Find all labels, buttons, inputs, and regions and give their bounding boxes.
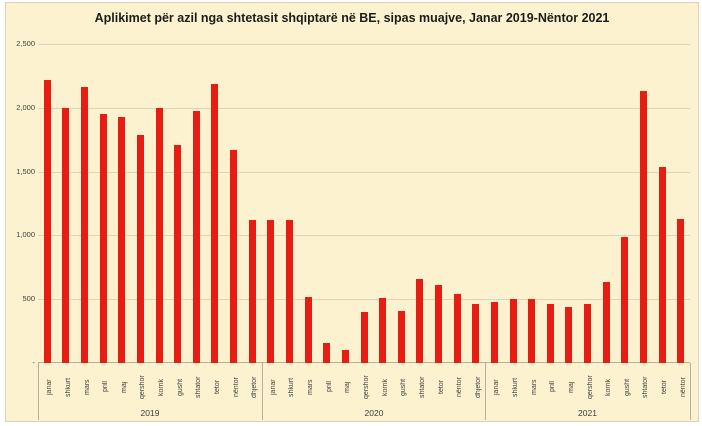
axis-separator — [262, 363, 263, 420]
y-tick-label: 500 — [22, 294, 35, 303]
x-tick-label: prill — [102, 381, 109, 393]
x-tick-label: maj — [568, 381, 575, 393]
axis-separator — [690, 363, 691, 420]
x-tick-label: shtator — [642, 376, 649, 398]
x-tick-label: tetor — [214, 380, 221, 395]
bar-dhjetor-2020 — [472, 304, 479, 363]
bar-shtator-2019 — [193, 111, 200, 363]
bar-prill-2021 — [547, 304, 554, 363]
bar-shkurt-2020 — [286, 220, 293, 363]
x-tick-label: shkurt — [65, 377, 72, 397]
x-tick-label: janar — [493, 379, 500, 395]
bar-dhjetor-2019 — [249, 220, 256, 363]
x-tick-label: mars — [531, 379, 538, 395]
x-tick-label: qershor — [587, 375, 594, 399]
x-tick-label: shtator — [419, 376, 426, 398]
x-tick-label: tetor — [661, 380, 668, 395]
bar-qershor-2019 — [137, 135, 144, 363]
x-tick-label: qershor — [363, 375, 370, 399]
bar-korrik-2020 — [379, 298, 386, 363]
bar-prill-2019 — [100, 114, 107, 363]
y-tick-label: 2,000 — [16, 103, 35, 112]
x-tick-label: prill — [326, 381, 333, 393]
gridline — [38, 108, 690, 109]
bar-chart: Aplikimet për azil nga shtetasit shqipta… — [5, 2, 699, 422]
gridline — [38, 172, 690, 173]
x-tick-label: qershor — [139, 375, 146, 399]
bar-gusht-2021 — [621, 237, 628, 363]
y-tick-label: 2,500 — [16, 39, 35, 48]
bar-janar-2019 — [44, 80, 51, 363]
bar-tetor-2020 — [435, 285, 442, 363]
year-label-2020: 2020 — [364, 408, 384, 418]
bar-gusht-2020 — [398, 311, 405, 363]
x-tick-label: gusht — [624, 378, 631, 396]
x-tick-label: prill — [549, 381, 556, 393]
x-tick-label: mars — [307, 379, 314, 395]
bar-mars-2019 — [81, 87, 88, 363]
bar-prill-2020 — [323, 343, 330, 363]
bar-maj-2021 — [565, 307, 572, 363]
y-tick-label: 1,500 — [16, 167, 35, 176]
x-tick-label: nëntor — [456, 377, 463, 397]
y-tick-label: - — [32, 358, 36, 367]
x-tick-label: maj — [121, 381, 128, 393]
x-tick-label: janar — [46, 379, 53, 395]
bar-gusht-2019 — [174, 145, 181, 363]
x-tick-label: korrik — [382, 378, 389, 396]
bar-shtator-2021 — [640, 91, 647, 363]
chart-title: Aplikimet për azil nga shtetasit shqipta… — [94, 11, 610, 25]
bar-janar-2020 — [267, 220, 274, 363]
x-tick-label: shkurt — [288, 377, 295, 397]
gridline — [38, 44, 690, 45]
year-label-2021: 2021 — [578, 408, 597, 418]
bar-nëntor-2021 — [677, 219, 684, 363]
bar-korrik-2021 — [603, 282, 610, 363]
bar-shkurt-2019 — [62, 108, 69, 363]
plot-area — [38, 44, 690, 363]
bar-shkurt-2021 — [510, 299, 517, 363]
x-tick-label: maj — [344, 381, 351, 393]
axis-separator — [485, 363, 486, 420]
bar-qershor-2020 — [361, 312, 368, 363]
x-tick-label: gusht — [177, 378, 184, 396]
month-axis: janar shkurt mars prill maj qershor korrik gush… — [38, 365, 690, 409]
bar-korrik-2019 — [156, 108, 163, 363]
bar-nëntor-2020 — [454, 294, 461, 363]
x-tick-label: korrik — [605, 378, 612, 396]
x-tick-label: korrik — [158, 378, 165, 396]
bar-maj-2020 — [342, 350, 349, 363]
bar-mars-2020 — [305, 297, 312, 363]
bar-shtator-2020 — [416, 279, 423, 363]
x-tick-label: tetor — [438, 380, 445, 395]
x-tick-label: gusht — [400, 378, 407, 396]
bar-mars-2021 — [528, 299, 535, 363]
bar-tetor-2021 — [659, 167, 666, 363]
x-tick-label: shtator — [195, 376, 202, 398]
year-axis: 2019 2020 2021 — [38, 407, 690, 421]
x-tick-label: nëntor — [233, 377, 240, 397]
x-tick-label: dhjetor — [251, 376, 258, 398]
bar-nëntor-2019 — [230, 150, 237, 363]
x-tick-label: dhjetor — [475, 376, 482, 398]
x-tick-label: mars — [84, 379, 91, 395]
x-tick-label: nëntor — [680, 377, 687, 397]
year-label-2019: 2019 — [140, 408, 160, 418]
bar-maj-2019 — [118, 117, 125, 363]
bar-janar-2021 — [491, 302, 498, 363]
bar-qershor-2021 — [584, 304, 591, 363]
y-tick-label: 1,000 — [16, 230, 35, 239]
axis-separator — [38, 363, 39, 420]
x-tick-label: janar — [270, 379, 277, 395]
bar-tetor-2019 — [211, 84, 218, 363]
x-tick-label: shkurt — [512, 377, 519, 397]
gridline — [38, 299, 690, 300]
gridline — [38, 235, 690, 236]
